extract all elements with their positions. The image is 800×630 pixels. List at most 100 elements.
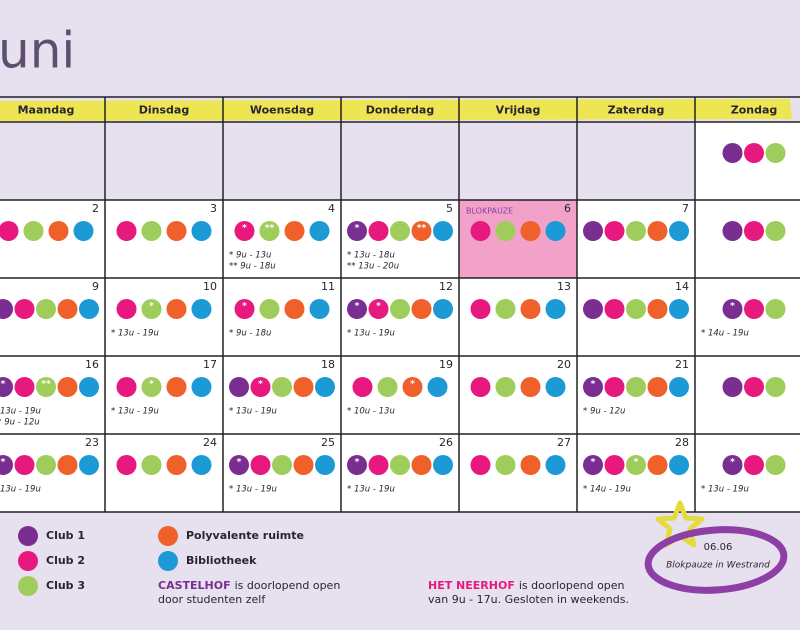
- dot-mark: *: [355, 458, 360, 468]
- club-dot: [722, 299, 743, 319]
- club-dot: [368, 299, 389, 319]
- dot-mark: *: [149, 302, 154, 312]
- club-dot: [545, 221, 566, 241]
- day-number: 7: [682, 202, 689, 215]
- club-dot: [495, 455, 516, 475]
- club-dot: [234, 299, 255, 319]
- weekday-label: Zondag: [731, 104, 778, 117]
- club-dot: [545, 377, 566, 397]
- club-dot: [669, 377, 689, 397]
- dot-mark: *: [634, 458, 639, 468]
- club-dot: [48, 221, 69, 241]
- club-dot: [765, 377, 786, 397]
- day-number: 28: [675, 436, 689, 449]
- time-note: * 13u - 18u: [347, 251, 395, 261]
- club-dot: [647, 221, 668, 241]
- day-cell: [695, 278, 800, 356]
- time-note: ** 9u - 12u: [0, 418, 40, 428]
- club-dot: [495, 299, 516, 319]
- day-number: 2: [92, 202, 99, 215]
- club-dot: [669, 299, 689, 319]
- day-number: 26: [439, 436, 453, 449]
- time-note: * 13u - 19u: [0, 485, 41, 495]
- club-dot: [315, 377, 335, 397]
- club-dot: [284, 299, 305, 319]
- club-dot: [166, 221, 187, 241]
- club-dot: [765, 455, 786, 475]
- time-note: * 13u - 19u: [701, 485, 749, 495]
- time-note: * 13u - 19u: [347, 329, 395, 339]
- club-dot: [765, 143, 786, 163]
- club-dot: [347, 221, 367, 241]
- day-number: 16: [85, 358, 99, 371]
- time-note: * 13u - 19u: [347, 485, 395, 495]
- club-dot: [309, 221, 330, 241]
- club-dot: [0, 299, 13, 319]
- info-line2: van 9u - 17u. Gesloten in weekends.: [428, 593, 629, 606]
- club-dot: [626, 377, 646, 397]
- club-dot: [765, 299, 786, 319]
- cell-label: BLOKPAUZE: [466, 207, 513, 216]
- day-number: 11: [321, 280, 335, 293]
- club-dot: [229, 377, 249, 397]
- club-dot: [73, 221, 94, 241]
- time-note: * 9u - 12u: [583, 407, 625, 417]
- club-dot: [604, 221, 625, 241]
- day-cell: [695, 356, 800, 434]
- club-dot: [390, 221, 410, 241]
- club-dot: [520, 299, 541, 319]
- club-dot: [141, 299, 162, 319]
- club-dot: [141, 377, 162, 397]
- club-dot: [722, 455, 743, 475]
- club-dot: [722, 143, 743, 163]
- info-text: is doorlopend open: [235, 579, 341, 592]
- club-dot: [259, 221, 280, 241]
- club-dot: [722, 377, 743, 397]
- club-dot: [116, 221, 137, 241]
- day-number: 24: [203, 436, 217, 449]
- club-dot: [647, 299, 668, 319]
- club-dot: [390, 299, 410, 319]
- club-dot: [191, 455, 212, 475]
- day-number: 4: [328, 202, 335, 215]
- time-note: ** 9u - 18u: [229, 262, 276, 272]
- club-dot: [191, 221, 212, 241]
- club-dot: [166, 299, 187, 319]
- dot-mark: *: [591, 380, 596, 390]
- dot-mark: *: [730, 302, 735, 312]
- club-dot: [545, 455, 566, 475]
- club-dot: [647, 455, 668, 475]
- club-dot: [14, 299, 35, 319]
- club-dot: [293, 455, 314, 475]
- dot-mark: *: [149, 380, 154, 390]
- day-number: 17: [203, 358, 217, 371]
- info-line: HET NEERHOF is doorlopend open: [428, 579, 625, 592]
- day-cell: [0, 122, 105, 200]
- club-dot: [0, 377, 13, 397]
- day-cell: [223, 122, 341, 200]
- day-cell: [695, 200, 800, 278]
- info-highlight: HET NEERHOF: [428, 579, 515, 592]
- day-number: 3: [210, 202, 217, 215]
- club-dot: [116, 455, 137, 475]
- calendar-grid: Maandag Dinsdag Woensdag Donderdag Vrijdag Za…: [0, 96, 800, 513]
- info-line2: door studenten zelf: [158, 593, 266, 606]
- club-dot: [23, 221, 44, 241]
- club-dot: [116, 299, 137, 319]
- time-note: * 9u - 18u: [229, 329, 271, 339]
- dot-mark: *: [410, 380, 415, 390]
- club-dot: [744, 299, 764, 319]
- weekday-label: Woensdag: [250, 104, 314, 117]
- club-dot: [315, 455, 335, 475]
- day-number: 9: [92, 280, 99, 293]
- club-dot: [583, 221, 603, 241]
- dot-mark: *: [1, 380, 6, 390]
- legend-label: Polyvalente ruimte: [186, 529, 304, 542]
- time-note: * 13u - 19u: [111, 407, 159, 417]
- time-note: * 10u - 13u: [347, 407, 395, 417]
- club-dot: [284, 221, 305, 241]
- club-dot: [166, 377, 187, 397]
- club-dot: [433, 221, 453, 241]
- legend-label: Club 1: [46, 529, 85, 542]
- club-dot: [36, 299, 56, 319]
